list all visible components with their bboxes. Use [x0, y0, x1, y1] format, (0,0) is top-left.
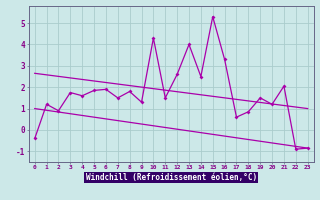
X-axis label: Windchill (Refroidissement éolien,°C): Windchill (Refroidissement éolien,°C)	[86, 173, 257, 182]
